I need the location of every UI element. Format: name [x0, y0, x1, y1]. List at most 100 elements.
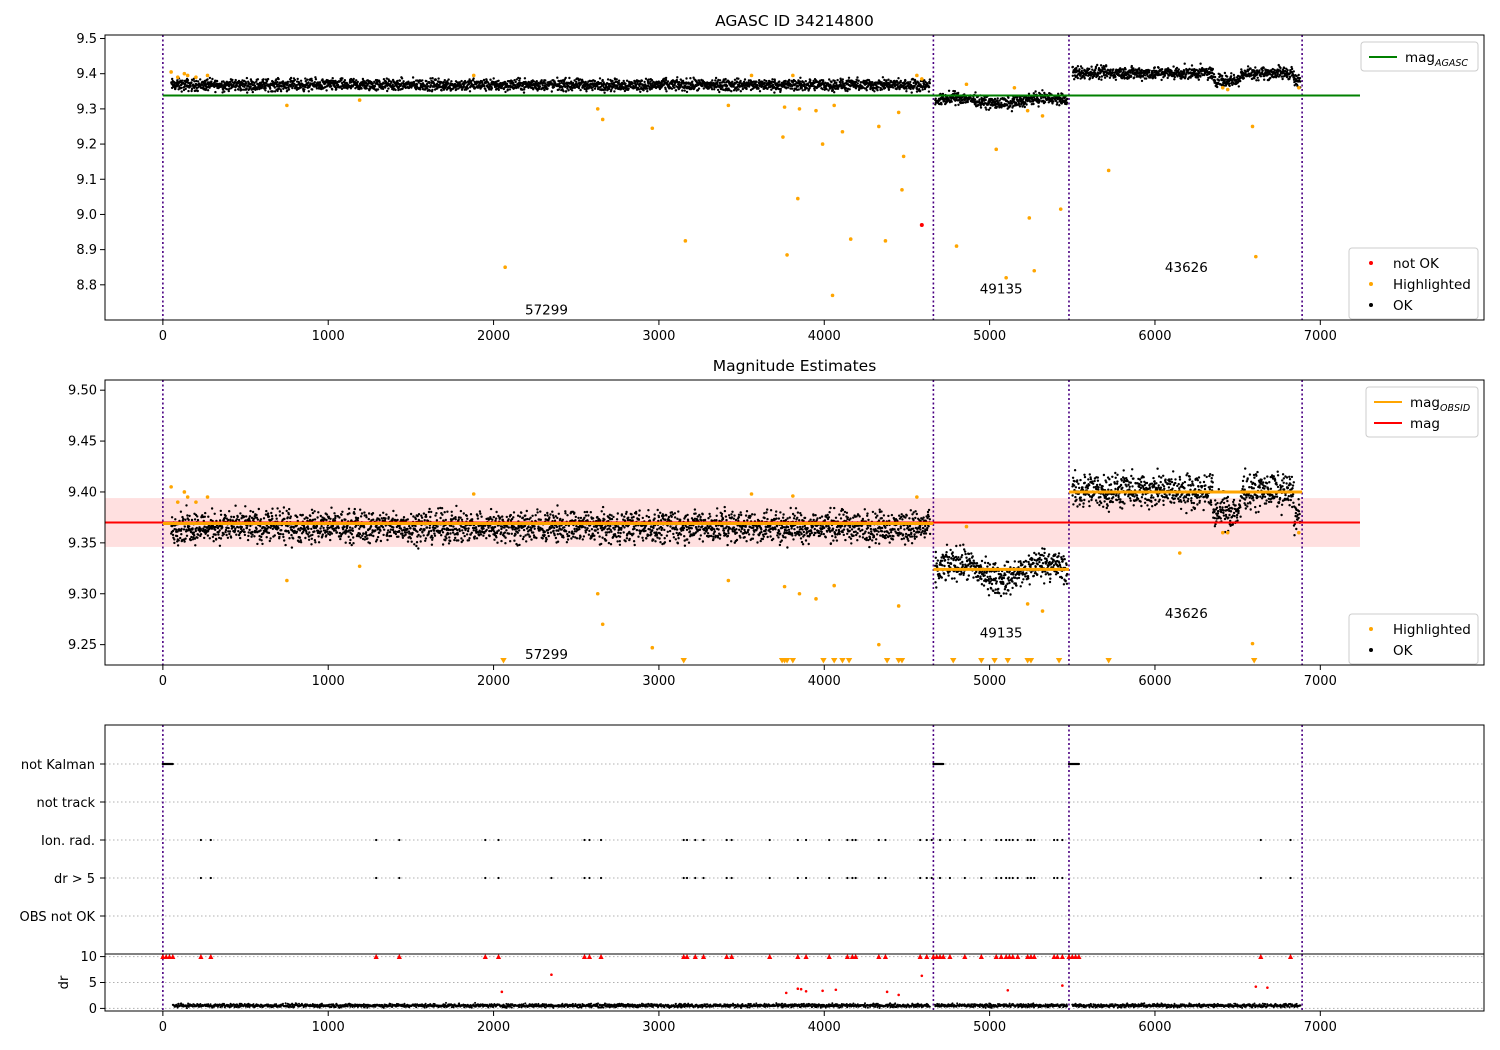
agasc-chart-ok-point [261, 85, 264, 88]
agasc-chart-highlighted-point [832, 103, 836, 108]
agasc-chart-ok-point [1221, 74, 1224, 78]
agasc-chart-ok-point [979, 106, 983, 109]
estimates-chart-ok-point [313, 539, 317, 542]
agasc-chart-ok-point [425, 80, 428, 83]
estimates-chart-ok-point [225, 533, 228, 537]
agasc-chart-ok-point [909, 80, 912, 84]
agasc-chart-ok-point [262, 78, 265, 81]
agasc-chart-ok-point [381, 87, 385, 91]
agasc-chart-ok-point [1055, 103, 1059, 106]
agasc-chart-ok-point [979, 104, 982, 107]
agasc-chart-ok-point [349, 87, 353, 90]
agasc-chart-ytick-label: 9.3 [76, 102, 97, 117]
agasc-chart-ok-point [796, 85, 800, 88]
agasc-chart-ok-point [287, 88, 291, 91]
agasc-chart-ok-point [894, 81, 897, 84]
agasc-chart-highlighted-point [901, 154, 906, 159]
agasc-chart-xtick-label: 4000 [808, 329, 841, 344]
estimates-chart-ok-point [333, 519, 337, 522]
agasc-chart-ok-point [1038, 99, 1041, 103]
agasc-chart-ok-point [342, 86, 346, 90]
agasc-chart-ok-point [1199, 75, 1202, 78]
agasc-chart-highlighted-point [182, 71, 187, 76]
agasc-chart-ok-point [1173, 78, 1176, 81]
agasc-chart-ok-point [758, 90, 762, 93]
agasc-chart-ytick-label: 9.2 [76, 138, 97, 153]
agasc-chart-ok-point [1017, 102, 1021, 105]
agasc-chart-highlighted-point [595, 107, 600, 111]
agasc-chart-ok-point [567, 89, 570, 92]
estimates-chart-ok-point [255, 527, 258, 531]
agasc-chart-ok-point [846, 89, 849, 93]
agasc-chart-ok-point [818, 82, 821, 85]
agasc-chart-ok-point [919, 89, 922, 93]
agasc-chart-xtick-label: 7000 [1304, 329, 1337, 344]
agasc-chart-ok-point [739, 90, 742, 93]
estimates-chart-ok-point [210, 507, 214, 510]
agasc-chart-ok-point [1257, 79, 1260, 82]
estimates-chart-ok-point [313, 530, 316, 533]
agasc-chart-ok-point [537, 87, 541, 91]
agasc-chart-highlighted-point [357, 98, 362, 102]
agasc-chart-ok-point [541, 84, 544, 87]
agasc-chart-ok-point [873, 90, 876, 93]
agasc-chart-ok-point [743, 78, 747, 81]
agasc-chart-ok-point [763, 81, 766, 85]
estimates-chart-ok-point [247, 531, 250, 534]
agasc-chart-ok-point [877, 86, 880, 89]
estimates-chart-ok-point [248, 515, 252, 518]
agasc-chart-ok-point [580, 78, 584, 82]
agasc-chart-not-ok-point [919, 223, 924, 227]
agasc-chart-ok-point [637, 88, 641, 91]
estimates-chart-ok-point [311, 511, 315, 515]
agasc-chart-highlighted-point [1225, 87, 1230, 92]
agasc-chart-ok-point [734, 82, 737, 85]
agasc-chart-ok-point [1166, 76, 1169, 80]
estimates-chart-ok-point [218, 529, 221, 532]
agasc-chart-ok-point [518, 79, 521, 82]
estimates-chart-ok-point [242, 528, 245, 531]
agasc-chart-ok-point [1043, 100, 1047, 104]
agasc-chart-highlighted-point [600, 117, 605, 122]
agasc-chart-ok-point [880, 88, 884, 91]
agasc-chart-ok-point [1269, 76, 1272, 80]
agasc-chart-title: AGASC ID 34214800 [715, 12, 874, 30]
agasc-chart-ok-point [871, 88, 874, 92]
estimates-chart-ok-point [260, 539, 263, 542]
agasc-chart-ok-points [170, 62, 1302, 113]
agasc-chart-ok-point [1052, 100, 1055, 103]
estimates-chart-ok-point [199, 533, 203, 536]
agasc-chart-ok-point [443, 79, 446, 82]
agasc-chart-obsid-label: 57299 [525, 302, 568, 318]
agasc-chart-ok-point [844, 89, 847, 92]
agasc-chart-ok-point [564, 90, 568, 93]
agasc-chart-ok-point [984, 106, 987, 109]
agasc-chart-ok-point [646, 90, 649, 93]
agasc-chart-ok-point [1250, 74, 1253, 77]
agasc-chart-ok-point [281, 80, 285, 83]
agasc-chart-ok-point [309, 82, 312, 86]
agasc-chart-ok-point [318, 81, 322, 84]
agasc-chart-ok-point [442, 88, 446, 91]
estimates-chart-ok-point [322, 526, 325, 530]
estimates-chart-ok-point [217, 533, 220, 536]
agasc-chart-highlighted-point [683, 239, 688, 243]
estimates-chart-ok-point [269, 537, 272, 540]
agasc-chart-highlighted-point [964, 82, 969, 87]
agasc-chart-ok-point [716, 88, 720, 92]
estimates-chart-ok-point [174, 518, 177, 521]
agasc-chart-ok-point [321, 78, 324, 81]
agasc-chart-ok-point [450, 80, 453, 83]
estimates-chart-ok-point [286, 524, 289, 528]
agasc-chart-ok-point [793, 79, 797, 83]
estimates-chart-ok-point [251, 530, 254, 534]
agasc-chart-ok-point [407, 80, 410, 83]
agasc-chart-ok-point [615, 78, 618, 81]
agasc-chart-ok-point [1253, 77, 1256, 80]
agasc-chart-ok-point [631, 82, 634, 85]
agasc-chart-ok-point [584, 80, 587, 84]
agasc-chart-ok-point [579, 88, 582, 92]
agasc-chart-ok-point [927, 90, 931, 93]
agasc-chart-ok-point [340, 87, 344, 91]
agasc-chart-ok-point [1058, 104, 1061, 107]
